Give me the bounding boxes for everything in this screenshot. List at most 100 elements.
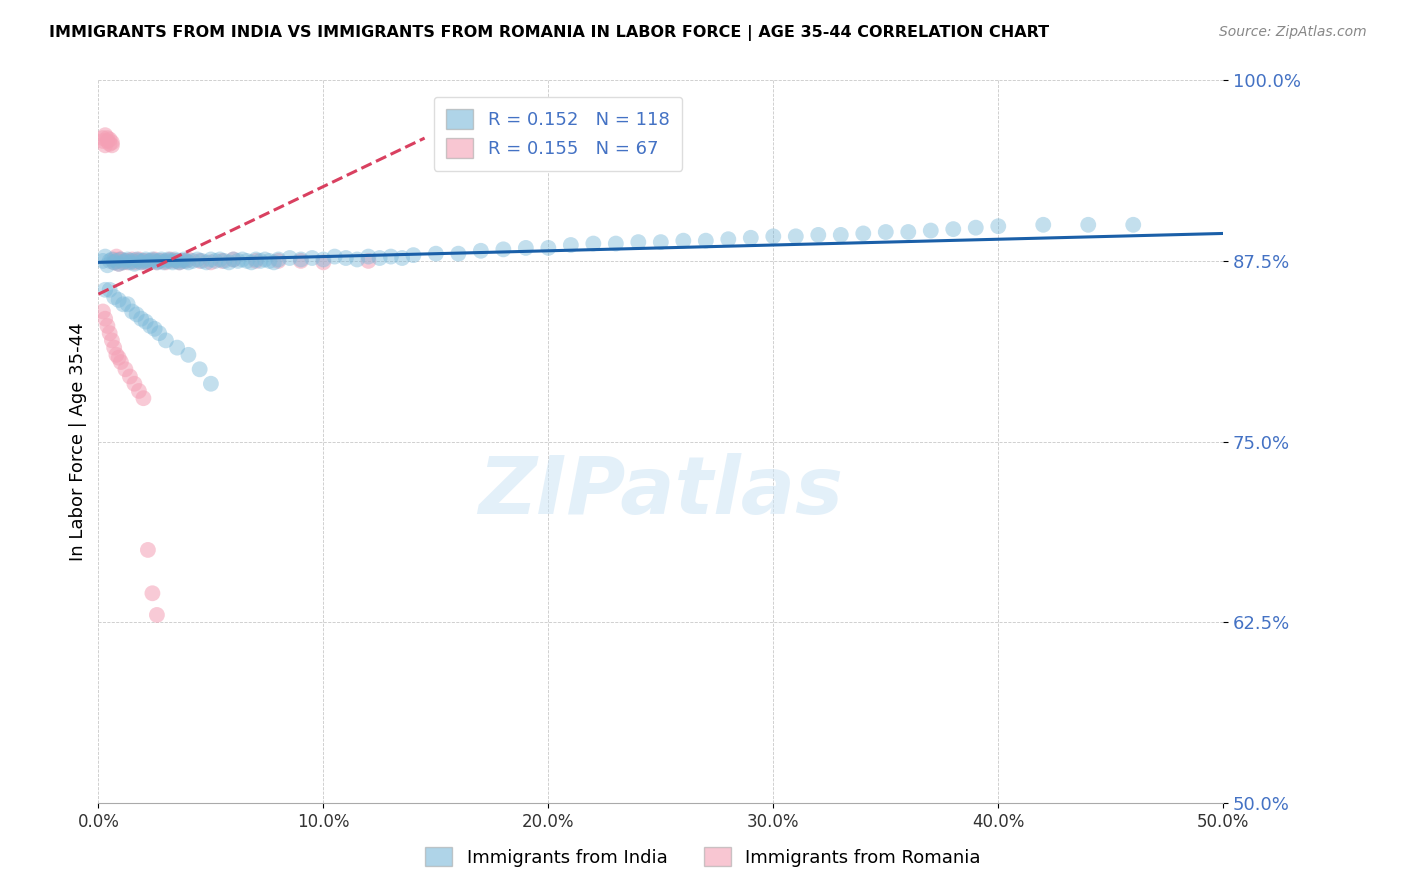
Immigrants from Romania [114,362,136,376]
Immigrants from India [129,255,152,269]
Immigrants from Romania [105,348,128,362]
Immigrants from India [391,251,413,265]
Immigrants from India [186,252,208,267]
Immigrants from India [135,252,157,267]
Immigrants from Romania [141,586,163,600]
Immigrants from India [188,362,211,376]
Immigrants from India [807,227,830,242]
Immigrants from India [290,252,312,267]
Immigrants from India [560,238,582,252]
Immigrants from India [204,254,226,268]
Immigrants from India [1122,218,1144,232]
Immigrants from India [627,235,650,249]
Immigrants from India [1032,218,1054,232]
Immigrants from India [181,254,204,268]
Immigrants from India [177,348,200,362]
Immigrants from India [200,376,222,391]
Immigrants from India [166,341,188,355]
Immigrants from India [214,254,236,268]
Immigrants from Romania [121,252,143,267]
Immigrants from India [492,243,515,257]
Immigrants from India [267,252,290,267]
Immigrants from India [96,258,118,272]
Immigrants from India [368,251,391,265]
Immigrants from India [177,255,200,269]
Immigrants from India [695,234,717,248]
Immigrants from India [218,255,240,269]
Immigrants from Romania [107,252,129,267]
Immigrants from India [425,246,447,260]
Immigrants from Romania [136,542,159,557]
Immigrants from Romania [96,131,118,145]
Immigrants from Romania [105,254,128,268]
Immigrants from India [129,311,152,326]
Immigrants from India [785,229,807,244]
Immigrants from India [987,219,1010,234]
Immigrants from Romania [211,254,233,268]
Immigrants from India [105,254,128,268]
Text: IMMIGRANTS FROM INDIA VS IMMIGRANTS FROM ROMANIA IN LABOR FORCE | AGE 35-44 CORR: IMMIGRANTS FROM INDIA VS IMMIGRANTS FROM… [49,25,1049,41]
Immigrants from Romania [107,257,129,271]
Immigrants from India [157,252,180,267]
Immigrants from Romania [139,255,162,269]
Immigrants from India [208,252,231,267]
Immigrants from India [118,255,141,269]
Immigrants from India [195,255,218,269]
Immigrants from Romania [91,304,114,318]
Legend: Immigrants from India, Immigrants from Romania: Immigrants from India, Immigrants from R… [418,840,988,874]
Immigrants from Romania [98,326,121,341]
Immigrants from Romania [132,391,155,405]
Immigrants from Romania [125,254,148,268]
Immigrants from India [312,252,335,267]
Immigrants from Romania [103,341,125,355]
Immigrants from India [240,255,263,269]
Immigrants from Romania [245,254,267,268]
Immigrants from Romania [159,252,181,267]
Immigrants from Romania [143,252,166,267]
Immigrants from India [143,254,166,268]
Immigrants from Romania [118,254,141,268]
Immigrants from India [173,252,195,267]
Immigrants from India [146,255,169,269]
Immigrants from Romania [117,255,139,269]
Immigrants from Romania [141,254,163,268]
Immigrants from Romania [173,254,195,268]
Immigrants from India [91,254,114,268]
Immigrants from India [98,254,121,268]
Immigrants from Romania [129,255,152,269]
Immigrants from India [98,283,121,297]
Immigrants from Romania [98,136,121,151]
Immigrants from Romania [163,254,186,268]
Immigrants from Romania [91,134,114,148]
Immigrants from India [263,255,285,269]
Immigrants from India [249,254,271,268]
Immigrants from India [159,254,181,268]
Immigrants from Romania [146,607,169,622]
Immigrants from India [103,255,125,269]
Immigrants from India [107,293,129,307]
Immigrants from India [128,254,150,268]
Immigrants from India [965,220,987,235]
Immigrants from Romania [110,252,132,267]
Immigrants from Romania [112,255,135,269]
Immigrants from India [148,326,170,341]
Immigrants from Romania [267,254,290,268]
Immigrants from India [380,250,402,264]
Immigrants from India [515,241,537,255]
Immigrants from India [852,227,875,241]
Immigrants from India [717,232,740,246]
Immigrants from India [346,252,368,267]
Immigrants from India [650,235,672,249]
Text: ZIPatlas: ZIPatlas [478,453,844,531]
Immigrants from India [1077,218,1099,232]
Immigrants from India [150,252,173,267]
Immigrants from India [139,318,162,333]
Immigrants from Romania [155,255,177,269]
Y-axis label: In Labor Force | Age 35-44: In Labor Force | Age 35-44 [69,322,87,561]
Immigrants from India [117,297,139,311]
Immigrants from Romania [188,254,211,268]
Immigrants from Romania [136,254,159,268]
Immigrants from India [124,257,146,271]
Immigrants from India [162,255,184,269]
Immigrants from Romania [107,351,129,365]
